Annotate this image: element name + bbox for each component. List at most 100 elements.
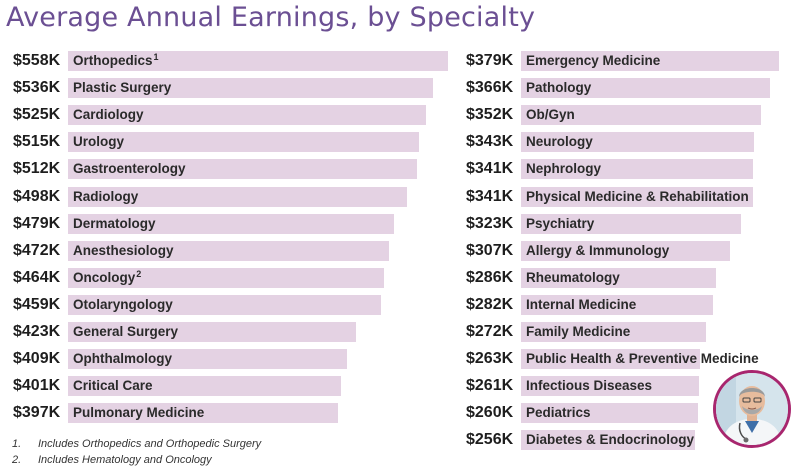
bar [521, 403, 698, 423]
bar-category-label: Family Medicine [526, 321, 630, 343]
bar [68, 403, 338, 423]
bar-row: $464K Oncology2 [0, 267, 800, 289]
bar-value-label: $498K [13, 188, 61, 205]
category-text: Pediatrics [526, 405, 591, 420]
bar [68, 214, 394, 234]
footnote-1-marker: 1. [12, 438, 22, 450]
bar-row: $366K Pathology [0, 77, 800, 99]
bar-row: $261K Infectious Diseases [0, 375, 800, 397]
bar-category-label: Neurology [526, 131, 593, 153]
bar-row: $352K Ob/Gyn [0, 104, 800, 126]
bar-category-label: Radiology [73, 186, 138, 208]
bar [521, 214, 741, 234]
category-text: Pulmonary Medicine [73, 405, 205, 420]
bar-row: $536K Plastic Surgery [0, 77, 800, 99]
bar-value-label: $397K [13, 404, 61, 421]
bar-category-label: Psychiatry [526, 213, 594, 235]
bar-row: $282K Internal Medicine [0, 294, 800, 316]
bar [68, 159, 417, 179]
bar [521, 268, 716, 288]
bar-row: $515K Urology [0, 131, 800, 153]
bar-row: $341K Physical Medicine & Rehabilitation [0, 186, 800, 208]
footnote-2-text: Includes Hematology and Oncology [38, 454, 212, 466]
bar-row: $459K Otolaryngology [0, 294, 800, 316]
bar-category-label: Pediatrics [526, 402, 591, 424]
category-text: Diabetes & Endocrinology [526, 432, 695, 447]
category-text: Ob/Gyn [526, 107, 575, 122]
bar-row: $379K Emergency Medicine [0, 50, 800, 72]
footnote-1-text: Includes Orthopedics and Orthopedic Surg… [38, 438, 262, 450]
bar-value-label: $459K [13, 296, 61, 313]
bar [521, 349, 700, 369]
bar-value-label: $472K [13, 242, 61, 259]
bar-category-label: Public Health & Preventive Medicine [526, 348, 759, 370]
bar-row: $525K Cardiology [0, 104, 800, 126]
bar-row: $256K Diabetes & Endocrinology [0, 429, 800, 451]
bar-category-label: Ophthalmology [73, 348, 172, 370]
bar-category-label: Oncology2 [73, 267, 141, 289]
bar-category-label: Emergency Medicine [526, 50, 660, 72]
bar-category-label: General Surgery [73, 321, 178, 343]
bar-category-label: Plastic Surgery [73, 77, 171, 99]
bar-row: $472K Anesthesiology [0, 240, 800, 262]
bar-value-label: $282K [466, 296, 514, 313]
bar [68, 295, 381, 315]
bar-value-label: $261K [466, 377, 514, 394]
bar-row: $479K Dermatology [0, 213, 800, 235]
bar-row: $409K Ophthalmology [0, 348, 800, 370]
bar-value-label: $464K [13, 269, 61, 286]
bar [521, 159, 753, 179]
category-text: Family Medicine [526, 324, 631, 339]
bar-category-label: Internal Medicine [526, 294, 636, 316]
bar-value-label: $515K [13, 133, 61, 150]
category-text: Public Health & Preventive Medicine [526, 351, 759, 366]
bar [68, 105, 426, 125]
footnote-1: 1. Includes Orthopedics and Orthopedic Su… [12, 438, 261, 450]
bar-category-label: Infectious Diseases [526, 375, 652, 397]
category-text: General Surgery [73, 324, 179, 339]
bar-category-label: Orthopedics1 [73, 50, 159, 72]
bar [68, 322, 356, 342]
bar-category-label: Physical Medicine & Rehabilitation [526, 186, 749, 208]
bar-value-label: $479K [13, 215, 61, 232]
bar [68, 187, 407, 207]
bar-value-label: $256K [466, 431, 514, 448]
bar [521, 51, 779, 71]
bar-category-label: Cardiology [73, 104, 144, 126]
bar-value-label: $558K [13, 52, 61, 69]
category-text: Ophthalmology [73, 351, 172, 366]
category-text: Plastic Surgery [73, 80, 172, 95]
bar-value-label: $352K [466, 106, 514, 123]
bar-row: $423K General Surgery [0, 321, 800, 343]
category-text: Pathology [526, 80, 592, 95]
bar [521, 430, 695, 450]
category-text: Psychiatry [526, 216, 595, 231]
bar-category-label: Dermatology [73, 213, 156, 235]
category-text: Physical Medicine & Rehabilitation [526, 189, 749, 204]
category-text: Internal Medicine [526, 297, 637, 312]
category-text: Radiology [73, 189, 139, 204]
category-text: Emergency Medicine [526, 53, 661, 68]
chart-title: Average Annual Earnings, by Specialty [6, 2, 536, 33]
bar-value-label: $423K [13, 323, 61, 340]
bar-category-label: Otolaryngology [73, 294, 173, 316]
bar-category-label: Gastroenterology [73, 158, 186, 180]
category-text: Rheumatology [526, 270, 620, 285]
bar-category-label: Allergy & Immunology [526, 240, 669, 262]
bar-category-label: Ob/Gyn [526, 104, 575, 126]
bar-value-label: $366K [466, 79, 514, 96]
bar-value-label: $323K [466, 215, 514, 232]
bar-value-label: $343K [466, 133, 514, 150]
bar-row: $307K Allergy & Immunology [0, 240, 800, 262]
bar [521, 78, 770, 98]
bar-value-label: $286K [466, 269, 514, 286]
bar-category-label: Anesthesiology [73, 240, 174, 262]
bar [68, 268, 384, 288]
doctor-avatar [713, 370, 791, 448]
doctor-portrait-icon [716, 373, 788, 445]
bar [521, 132, 754, 152]
bar-row: $323K Psychiatry [0, 213, 800, 235]
footnote-marker: 2 [136, 269, 142, 279]
category-text: Urology [73, 134, 125, 149]
bar-row: $272K Family Medicine [0, 321, 800, 343]
